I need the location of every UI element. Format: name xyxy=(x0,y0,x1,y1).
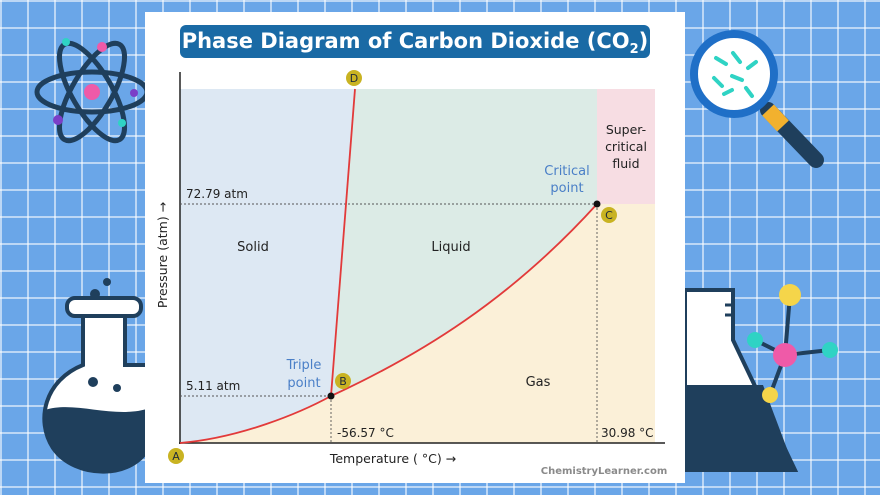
title-main: Phase Diagram of Carbon Dioxide (CO xyxy=(181,29,630,53)
page-title: Phase Diagram of Carbon Dioxide (CO2) xyxy=(180,25,650,58)
round-flask-icon xyxy=(42,278,152,474)
critical-point-label-line2: point xyxy=(550,181,583,196)
supercritical-label-line3: fluid xyxy=(612,156,639,171)
gas-label: Gas xyxy=(526,375,551,390)
x-axis-title: Temperature ( °C) → xyxy=(329,451,456,466)
atom-icon xyxy=(34,38,150,144)
critical-point-label-line1: Critical xyxy=(544,164,589,179)
triple-point-dot xyxy=(327,392,335,400)
watermark: ChemistryLearner.com xyxy=(541,466,668,477)
title-subscript: 2 xyxy=(629,42,639,58)
critical-point-dot xyxy=(593,200,601,208)
triple-temperature-tick: -56.57 °C xyxy=(337,426,394,440)
point-a-label: A xyxy=(172,450,180,463)
point-b-marker xyxy=(335,373,351,389)
critical-temperature-tick: 30.98 °C xyxy=(601,426,654,440)
title-close: ) xyxy=(638,29,649,53)
solid-label: Solid xyxy=(237,240,269,255)
point-d-label: D xyxy=(350,72,358,85)
point-b-label: B xyxy=(339,375,347,388)
fusion-curve xyxy=(330,88,356,397)
gas-region xyxy=(180,204,655,443)
supercritical-label-line2: critical xyxy=(605,139,647,154)
critical-pressure-tick: 72.79 atm xyxy=(186,187,248,201)
point-c-label: C xyxy=(605,209,613,222)
liquid-label: Liquid xyxy=(431,240,470,255)
triple-pressure-tick: 5.11 atm xyxy=(186,379,240,393)
point-d-marker xyxy=(346,70,362,86)
point-c-marker xyxy=(601,207,617,223)
triple-point-label-line1: Triple xyxy=(286,358,322,373)
triple-point-label-line2: point xyxy=(287,376,320,391)
conical-flask-icon xyxy=(685,284,838,472)
supercritical-region xyxy=(597,89,655,204)
sublimation-vaporization-curve xyxy=(179,203,598,444)
liquid-region xyxy=(331,89,597,396)
y-axis-title: Pressure (atm) → xyxy=(155,202,170,308)
solid-region xyxy=(180,89,355,443)
magnifier-icon xyxy=(690,30,824,168)
supercritical-label-line1: Super- xyxy=(606,122,646,137)
point-a-marker xyxy=(168,448,184,464)
